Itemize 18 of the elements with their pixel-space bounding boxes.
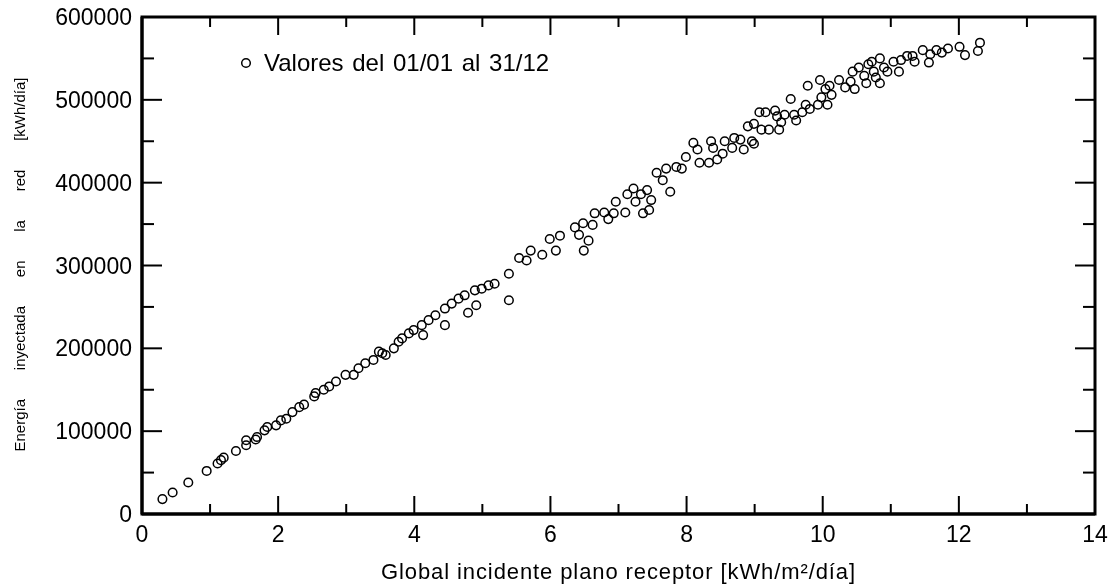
x-tick-label: 6 [544, 521, 557, 548]
x-tick-label: 12 [946, 521, 972, 548]
x-tick-label: 10 [809, 521, 836, 548]
x-tick-label: 2 [271, 521, 285, 548]
x-axis-title: Global incidente plano receptor [kWh/m²/día] [381, 559, 856, 584]
x-tick-label: 14 [1082, 521, 1108, 548]
x-tick-label: 8 [680, 521, 693, 548]
y-tick-label: 100000 [55, 418, 132, 445]
y-tick-label: 600000 [55, 4, 132, 31]
y-tick-label: 200000 [55, 335, 132, 362]
y-tick-label: 0 [119, 501, 132, 528]
y-tick-label: 300000 [55, 252, 132, 279]
y-axis-title: Energía inyectada en la red [kWh/día] [10, 77, 28, 452]
x-tick-label: 4 [407, 521, 421, 548]
legend-label: Valores del 01/01 al 31/12 [264, 49, 550, 77]
y-tick-label: 400000 [55, 169, 132, 196]
x-tick-label: 0 [135, 521, 149, 548]
y-tick-label: 500000 [55, 87, 132, 113]
